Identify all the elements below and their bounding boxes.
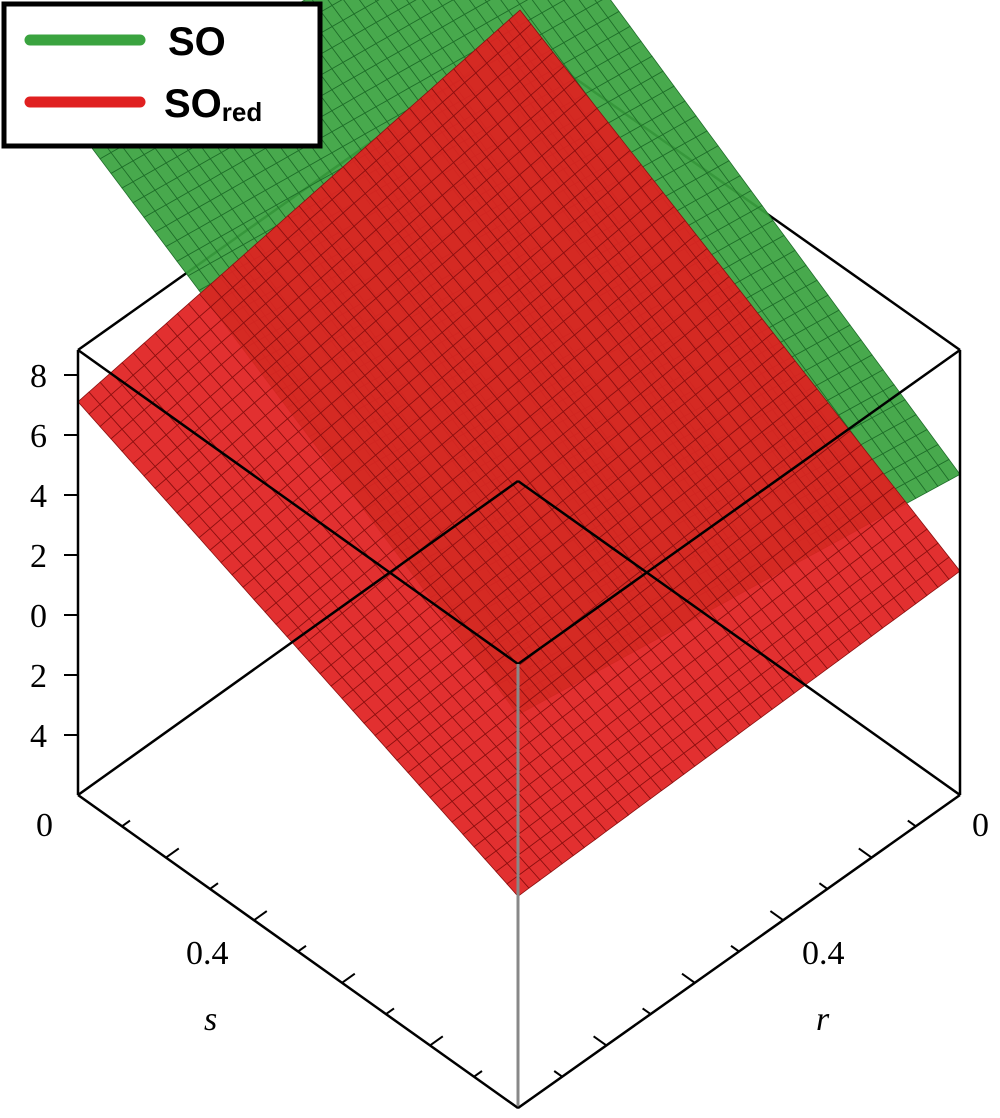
r-tick (642, 1007, 652, 1015)
r-tick (769, 910, 784, 922)
r-tick (553, 1070, 563, 1078)
surface-cell (484, 0, 491, 3)
surface-cell (594, 0, 603, 4)
r-tick (907, 819, 917, 828)
surface-cell (516, 0, 528, 5)
r-tick (818, 882, 828, 890)
s-tick (473, 1070, 483, 1078)
z-tick-label: 2 (30, 538, 47, 575)
s-tick (209, 882, 219, 890)
z-tick-label: 0 (30, 598, 47, 635)
z-tick-label: 6 (30, 418, 47, 455)
surface-cell (406, 0, 417, 5)
surface-cell (508, 9, 532, 35)
surface-cell (327, 0, 343, 6)
s-tick-label: 0.4 (186, 935, 229, 972)
surface-cell (421, 0, 443, 13)
r-axis: 0 0.4 r (504, 785, 989, 1109)
r-tick (858, 847, 873, 859)
legend-label-sored-main: SO (164, 82, 222, 126)
surface-cell (374, 0, 380, 2)
r-tick-label: 0.4 (802, 935, 845, 972)
s-axis-title: s (204, 1001, 217, 1038)
s-tick (429, 1035, 444, 1047)
surface-cell (596, 0, 620, 19)
surface-cell (408, 0, 432, 19)
r-axis-title: r (816, 1001, 830, 1038)
surface-cell (563, 0, 587, 16)
z-tick-label: 8 (30, 358, 47, 395)
z-tick-label: 2 (30, 658, 47, 695)
r-tick-label: 0 (972, 807, 989, 844)
legend-label-sored: SOred (164, 82, 262, 127)
s-tick (121, 819, 131, 828)
surface-cell (486, 0, 510, 18)
legend-label-so: SO (168, 20, 226, 64)
surface-cell (578, 0, 598, 10)
surfaces (77, 0, 961, 897)
s-tick (385, 1007, 395, 1015)
legend-box (1, 1, 323, 149)
bounding-box-front (76, 348, 962, 1110)
surface-cell (519, 0, 543, 20)
s-axis: 0 0.4 s (36, 785, 532, 1109)
z-axis: 8 6 4 2 0 2 4 (30, 358, 78, 755)
surface-cell (331, 0, 355, 21)
surface-cell (359, 0, 377, 9)
surface-cell (390, 0, 410, 11)
r-tick (681, 972, 696, 984)
r-tick (504, 1098, 519, 1109)
r-tick (946, 785, 961, 796)
legend: SO SOred (1, 1, 323, 149)
s-tick (297, 944, 307, 953)
s-tick (253, 910, 268, 922)
s-tick (77, 785, 92, 796)
surface-cell (531, 0, 554, 14)
s-tick (517, 1098, 532, 1109)
z-tick-label: 4 (30, 718, 47, 755)
surface-cell (500, 0, 521, 12)
surface-cell (547, 0, 565, 8)
surface-cell (437, 0, 454, 7)
legend-label-so-main: SO (168, 20, 226, 64)
z-tick-label: 4 (30, 478, 47, 515)
surface-cell (375, 0, 399, 17)
s-tick (165, 847, 180, 859)
surface-sored (77, 9, 961, 897)
surface-cell (453, 0, 477, 15)
r-tick (730, 944, 740, 953)
r-tick (593, 1035, 607, 1047)
s-tick-label: 0 (36, 807, 53, 844)
surface-cell (343, 0, 366, 15)
s-tick (341, 972, 356, 984)
surface-cell (441, 0, 466, 22)
legend-label-sored-sub: red (222, 97, 262, 127)
surface-cell (469, 0, 488, 9)
